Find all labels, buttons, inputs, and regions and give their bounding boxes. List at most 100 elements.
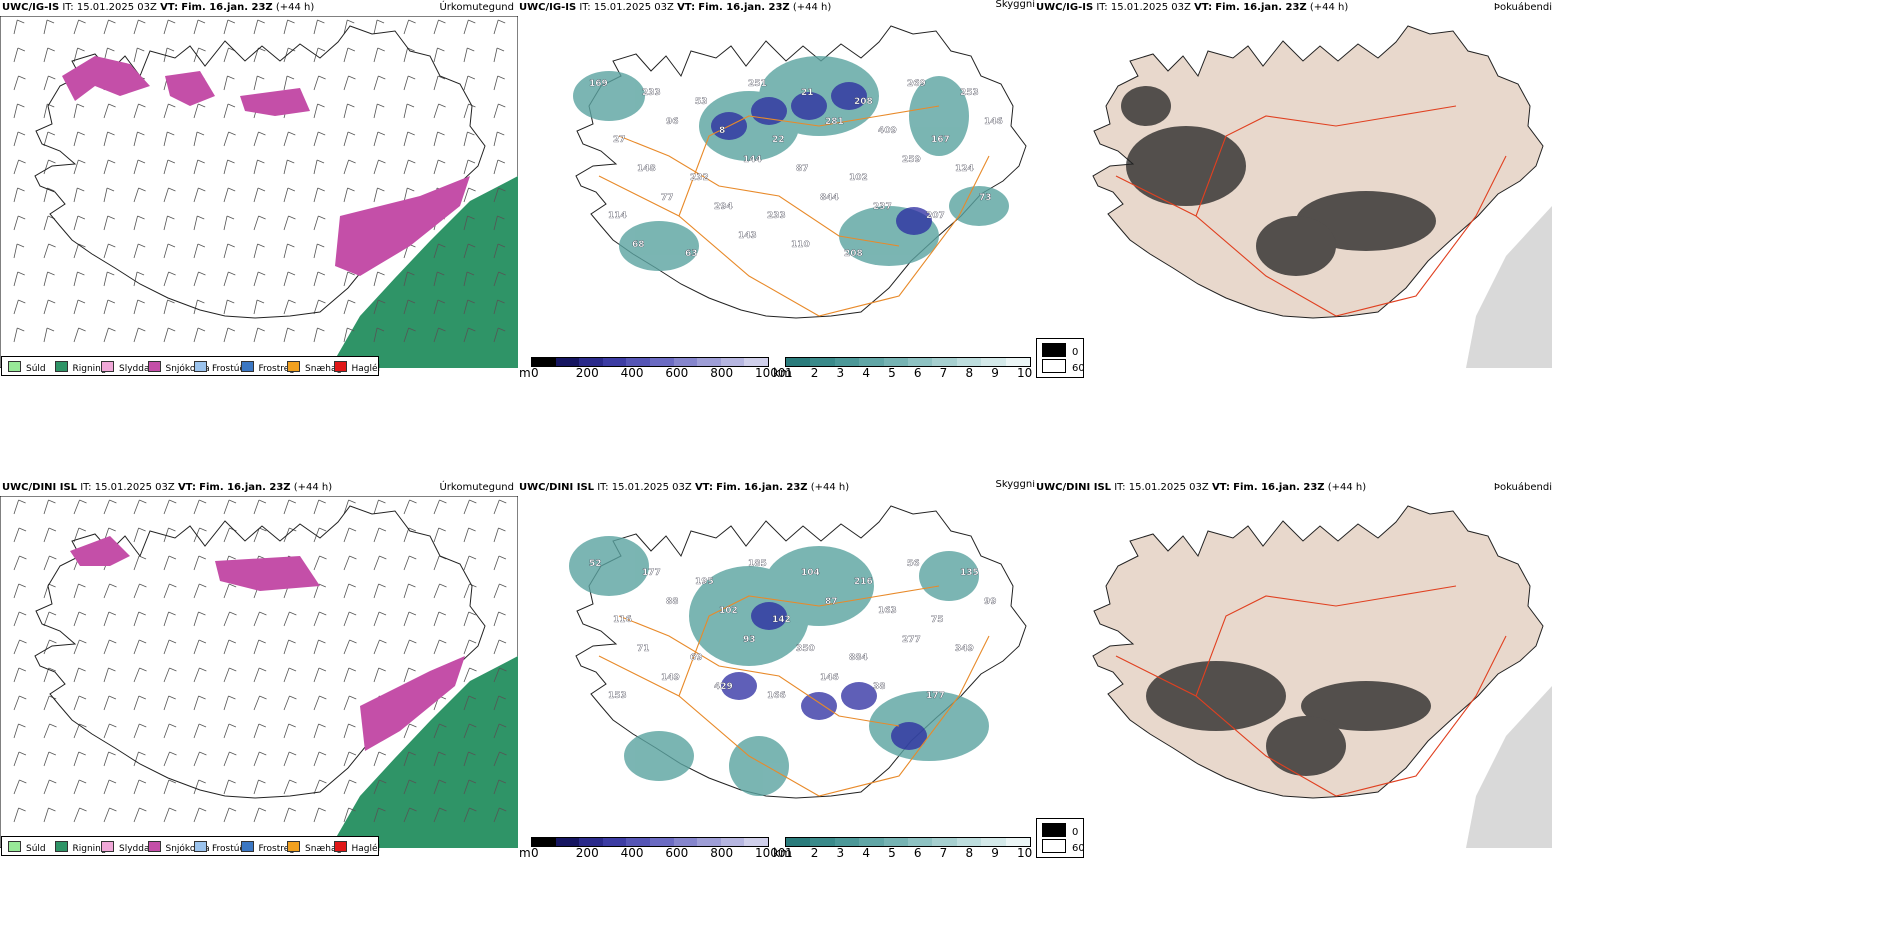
legend-label: Rigning [72,364,107,374]
cloud-base-label: 22 [772,135,785,145]
legend-item: Haglél [333,361,380,374]
cloud-base-label: 75 [931,615,944,625]
legend-label: Snjókoma [165,364,210,374]
colorbar-tick: 5 [888,846,896,860]
cloud-base-map: 52 177 195 185 104 216 56 135 116 88 102 142 87 163 75… [569,505,1027,799]
legend-label: Súld [26,364,46,374]
cloud-base-label: 102 [719,606,738,616]
cloud-base-label: 884 [849,653,868,663]
cloud-base-label: 63 [685,249,698,259]
colorbar-tick: 1000 [755,846,786,860]
model-name: UWC/DINI ISL [519,482,595,493]
sea-fog-area [1466,686,1552,848]
panel-title: Úrkomutegund [439,2,514,13]
legend-label: Rigning [72,844,107,854]
colorbar-tick: 200 [575,846,599,860]
model-name: UWC/IG-IS [519,2,577,13]
cloud-base-label: 148 [637,164,656,174]
legend-label: Frostregn [258,844,301,854]
lead-time: (+44 h) [810,482,850,493]
legend-label: Snjókoma [165,844,210,854]
roads [598,105,990,317]
colorbar-strip [531,357,769,367]
cloud-base-label: 96 [666,117,679,127]
legend-item: Súld [8,841,46,854]
cloud-base-label: 185 [748,559,767,569]
cloud-base-label: 177 [642,568,661,578]
fog-legend: 0 60 [1036,818,1085,858]
snow-areas [62,56,470,276]
cloud-base-label: 349 [955,644,974,654]
sea-fog-area [1466,206,1552,368]
roads [1115,585,1507,797]
fog-legend-label: 0 [1072,827,1079,838]
vt-label: VT: [177,482,196,493]
cloud-base-label: 195 [695,577,714,587]
fog-legend-swatch [1042,839,1066,853]
cloud-base-label: 269 [907,79,926,89]
precip-type-panel: UWC/IG-IS IT: 15.01.2025 03Z VT: Fim. 16… [0,0,518,465]
precip-type-panel: UWC/DINI ISL IT: 15.01.2025 03Z VT: Fim.… [0,480,518,945]
colorbar-strip [531,837,769,847]
vt-value: Fim. 16.jan. 23Z [181,2,273,13]
lead-time: (+44 h) [1309,2,1349,13]
cloud-base-label: 144 [743,155,762,165]
panel-header: UWC/IG-IS IT: 15.01.2025 03Z VT: Fim. 16… [2,2,314,14]
colorbar-strip [785,357,1031,367]
colorbar-tick: 2 [810,846,819,860]
fog-index-map [1092,25,1552,368]
low-visibility-areas [573,56,1009,271]
vt-label: VT: [1211,482,1230,493]
legend-item: Rigning [54,361,107,374]
colorbar-tick: 1000 [755,366,786,380]
colorbar-tick: 800 [710,366,734,380]
cloud-base-label: 143 [738,231,757,241]
panel-title: Skyggni [995,480,1035,490]
panel-header: UWC/DINI ISL IT: 15.01.2025 03Z VT: Fim.… [2,482,332,494]
cloud-base-label: 87 [796,164,809,174]
legend-item: Haglél [333,841,381,854]
vt-value: Fim. 16.jan. 23Z [1233,482,1325,493]
colorbar-tick: 3 [836,846,845,860]
cloud-base-areas [721,602,927,750]
colorbar-tick: 6 [913,846,922,860]
colorbar-tick: 7 [939,366,948,380]
colorbar-tick: 4 [862,366,870,380]
precip-type-map [0,16,518,368]
fog-legend-swatch [1042,823,1066,837]
panel-header: UWC/DINI ISL IT: 15.01.2025 03Z VT: Fim.… [519,482,849,494]
model-name: UWC/DINI ISL [1036,482,1112,493]
vt-label: VT: [677,2,696,13]
colorbar-tick: 2 [810,366,819,380]
vt-value: Fim. 16.jan. 23Z [1215,2,1307,13]
fog-areas [1121,86,1436,276]
legend-label: Haglél [351,844,381,854]
cloud-base-label: 207 [926,211,945,221]
cloud-base-label: 73 [979,193,992,203]
fog-legend-swatch [1042,359,1066,373]
legend-swatch [8,841,21,852]
cloud-base-label: 77 [661,193,674,203]
legend-swatch [147,361,161,372]
legend-item: Snjókoma [147,361,210,374]
cloud-base-label: 93 [743,635,756,645]
precip-type-legend: Súld Rigning Slydda Snjókoma Frostúði Frostre… [1,356,380,376]
colorbar-tick: 9 [991,366,999,380]
vt-label: VT: [1194,2,1213,13]
colorbar-unit: m [519,366,531,380]
cloud-base-label: 169 [589,79,608,89]
cloud-base-label: 88 [666,597,679,607]
cloud-base-label: 153 [608,691,627,701]
panel-header: UWC/IG-IS IT: 15.01.2025 03Z VT: Fim. 16… [1036,2,1348,14]
cloud-base-label: 142 [772,615,791,625]
it-value: 15.01.2025 03Z [76,2,157,13]
lead-time: (+44 h) [1327,482,1367,493]
panel-header: UWC/DINI ISL IT: 15.01.2025 03Z VT: Fim.… [1036,482,1366,494]
colorbar-tick: 400 [620,846,644,860]
panel-title: Þokuábendi [1493,482,1552,493]
it-label: IT: [80,482,92,493]
cloud-base-label: 52 [589,559,602,569]
legend-label: Frostúði [212,364,248,374]
colorbar-tick: 7 [939,846,948,860]
cloud-base-label: 208 [844,249,863,259]
